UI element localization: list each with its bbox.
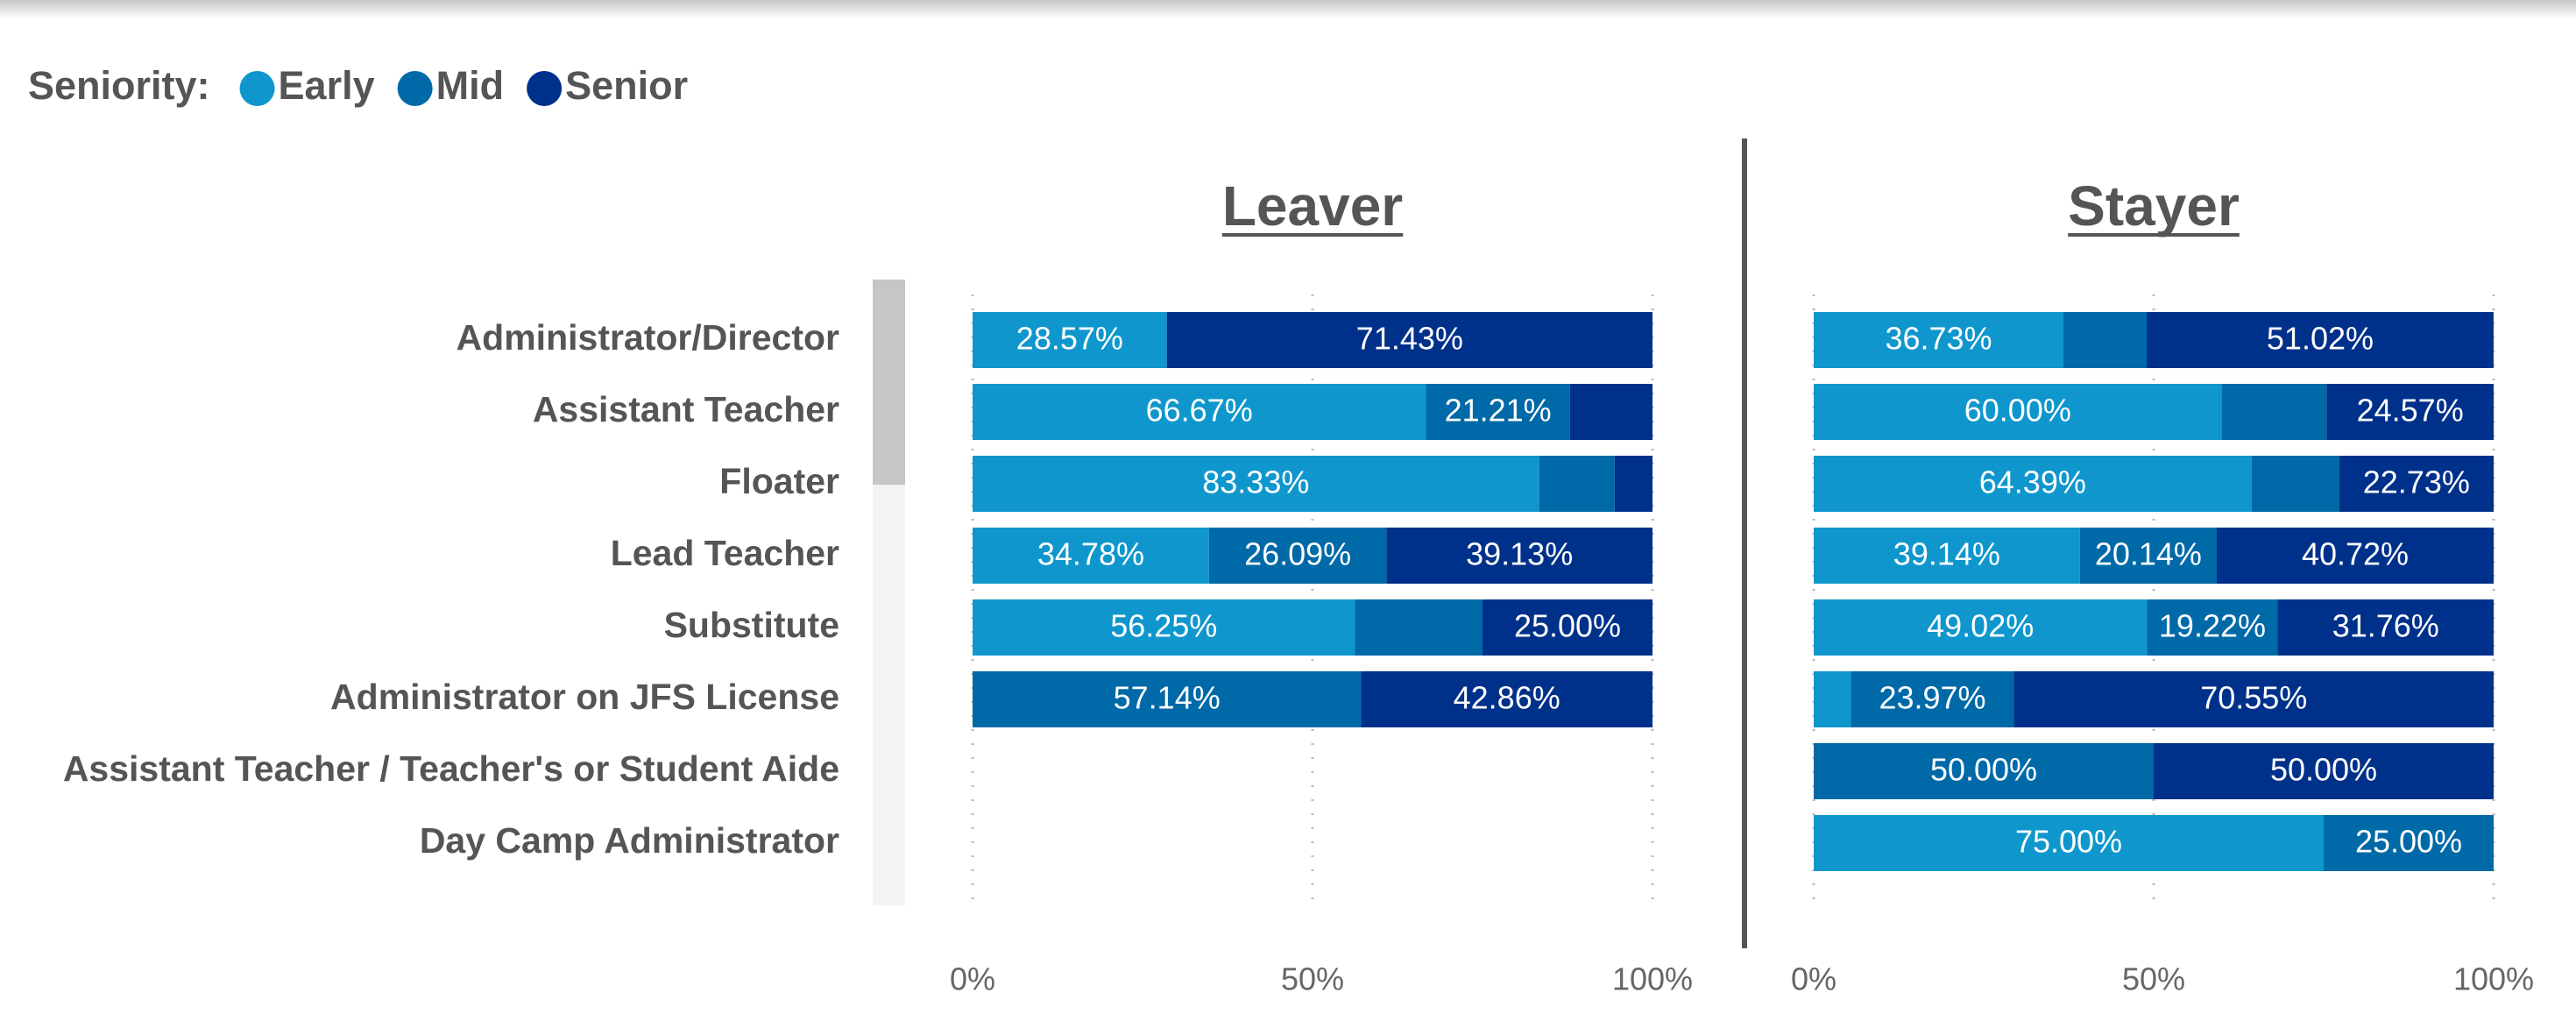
bar-segment <box>973 312 1167 368</box>
data-label: 42.86% <box>1454 680 1560 716</box>
data-label: 66.67% <box>1146 393 1253 429</box>
data-label: 28.57% <box>1016 321 1123 357</box>
bar-segment <box>2277 599 2494 656</box>
data-label: 51.02% <box>2267 321 2374 357</box>
bar-segment <box>2013 671 2494 727</box>
bar-segment <box>973 456 1539 512</box>
legend-marker <box>397 71 433 106</box>
bar-segment <box>1814 528 2080 584</box>
category-label: Day Camp Administrator <box>420 820 839 861</box>
data-label: 22.73% <box>2363 464 2470 500</box>
bar-segment <box>1814 456 2252 512</box>
legend-label: Senior <box>565 63 688 108</box>
x-tick-label: 100% <box>1612 961 1693 997</box>
legend-marker <box>239 71 275 106</box>
data-label: 40.72% <box>2302 536 2409 572</box>
bar-segment <box>2147 599 2278 656</box>
panel-title: Leaver <box>1222 174 1403 238</box>
legend-marker <box>527 71 563 106</box>
x-tick-label: 100% <box>2453 961 2534 997</box>
data-label: 57.14% <box>1114 680 1221 716</box>
bar-segment <box>1483 599 1652 656</box>
bar-segment <box>1814 743 2154 799</box>
legend-label: Mid <box>436 63 504 108</box>
bar-segment <box>1814 815 2324 871</box>
data-label: 26.09% <box>1244 536 1351 572</box>
data-label: 70.55% <box>2200 680 2307 716</box>
data-label: 39.13% <box>1466 536 1573 572</box>
data-label: 36.73% <box>1885 321 1992 357</box>
bar-segment <box>2324 815 2494 871</box>
bar-segment <box>1814 312 2064 368</box>
data-label: 75.00% <box>2015 824 2122 860</box>
bar-segment <box>973 528 1209 584</box>
bar-segment <box>2326 384 2494 440</box>
category-label: Assistant Teacher <box>533 389 839 429</box>
category-label: Administrator on JFS License <box>330 677 839 717</box>
bar-segment <box>2217 528 2494 584</box>
bar-segment <box>1166 312 1652 368</box>
data-label: 20.14% <box>2095 536 2202 572</box>
data-label: 64.39% <box>1979 464 2086 500</box>
data-label: 49.02% <box>1927 608 2034 644</box>
bar-segment <box>1814 384 2222 440</box>
bar-segment <box>1814 599 2148 656</box>
x-tick-label: 0% <box>950 961 995 997</box>
bar-segment <box>2063 312 2148 368</box>
bar-segment <box>1426 384 1570 440</box>
bar-segment <box>973 599 1355 656</box>
bar-segment <box>1539 456 1615 512</box>
x-tick-label: 50% <box>2122 961 2185 997</box>
data-label: 23.97% <box>1879 680 1985 716</box>
data-label: 56.25% <box>1110 608 1217 644</box>
data-label: 31.76% <box>2332 608 2439 644</box>
data-label: 60.00% <box>1964 393 2071 429</box>
category-label: Lead Teacher <box>611 533 839 573</box>
bar-segment <box>2339 456 2494 512</box>
bar-segment <box>973 384 1426 440</box>
data-label: 71.43% <box>1356 321 1463 357</box>
scrollbar-thumb[interactable] <box>873 280 905 485</box>
data-label: 24.57% <box>2357 393 2464 429</box>
bar-segment <box>1569 384 1652 440</box>
bar-segment <box>1361 671 1652 727</box>
x-tick-label: 50% <box>1281 961 1344 997</box>
bar-segment <box>1814 671 1851 727</box>
legend-label: Early <box>279 63 375 108</box>
bar-segment <box>1386 528 1652 584</box>
data-label: 83.33% <box>1202 464 1309 500</box>
data-label: 34.78% <box>1037 536 1144 572</box>
data-label: 39.14% <box>1893 536 2000 572</box>
data-label: 50.00% <box>2270 752 2377 788</box>
data-label: 25.00% <box>1514 608 1621 644</box>
data-label: 21.21% <box>1445 393 1552 429</box>
bar-segment <box>1355 599 1483 656</box>
bar-segment <box>1614 456 1652 512</box>
category-label: Assistant Teacher / Teacher's or Student… <box>63 748 839 789</box>
bar-segment <box>1208 528 1387 584</box>
bar-segment <box>2147 312 2494 368</box>
legend-title: Seniority: <box>28 63 210 108</box>
bar-segment <box>973 671 1362 727</box>
bar-segment <box>2251 456 2339 512</box>
x-tick-label: 0% <box>1791 961 1836 997</box>
panel-title: Stayer <box>2068 174 2240 238</box>
category-label: Floater <box>719 461 839 501</box>
category-label: Substitute <box>664 605 839 645</box>
data-label: 25.00% <box>2355 824 2462 860</box>
top-shadow <box>0 0 2576 19</box>
bar-segment <box>2154 743 2494 799</box>
category-label: Administrator/Director <box>456 317 839 358</box>
bar-segment <box>2079 528 2218 584</box>
bar-segment <box>1851 671 2014 727</box>
data-label: 19.22% <box>2159 608 2266 644</box>
bar-segment <box>2221 384 2327 440</box>
data-label: 50.00% <box>1930 752 2037 788</box>
